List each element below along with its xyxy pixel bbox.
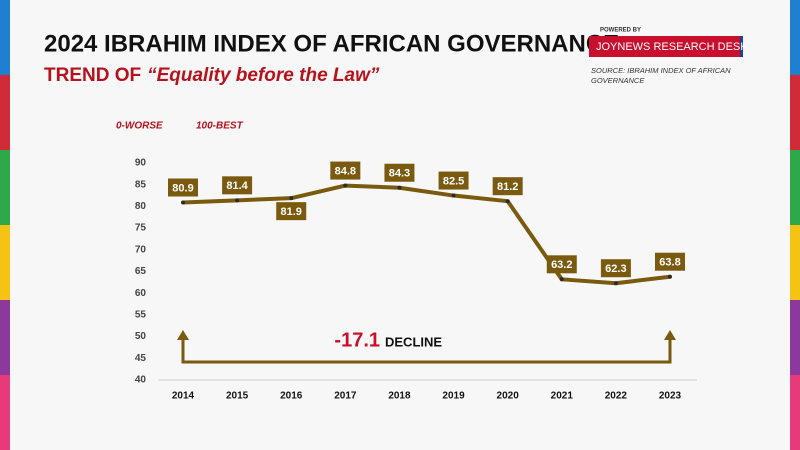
label-box [330, 161, 361, 180]
value-label: 63.2 [551, 259, 572, 271]
y-tick-label: 45 [135, 353, 147, 364]
y-tick-label: 50 [135, 331, 147, 342]
x-tick-label: 2014 [172, 391, 195, 402]
brand-box [589, 36, 740, 57]
label-box [276, 202, 307, 221]
data-point [505, 199, 510, 204]
y-tick-label: 80 [135, 201, 147, 212]
arrow-head [664, 330, 676, 340]
label-box [168, 178, 198, 197]
chart-subtitle: TREND OF “Equality before the Law” [44, 65, 380, 86]
value-label: 81.9 [281, 206, 302, 218]
value-label: 62.3 [605, 263, 626, 275]
y-tick-label: 40 [135, 375, 147, 386]
data-point [181, 200, 185, 205]
x-tick-label: 2017 [334, 391, 357, 402]
data-point [235, 198, 240, 203]
data-point [451, 193, 456, 198]
y-tick-label: 55 [135, 310, 147, 321]
x-tick-label: 2020 [497, 391, 520, 402]
data-point [559, 277, 564, 282]
data-point [343, 183, 348, 188]
data-point [289, 196, 294, 201]
label-box [600, 259, 631, 278]
decline-bracket [181, 338, 672, 364]
brand: JOYNEWS RESEARCH DESK [596, 41, 748, 53]
label-box [655, 252, 685, 271]
data-point [613, 281, 618, 286]
label-box [492, 177, 523, 196]
annotation-label: DECLINE [385, 334, 442, 349]
x-tick-label: 2021 [551, 391, 574, 402]
y-tick-label: 85 [135, 179, 147, 190]
label-box [384, 163, 415, 182]
data-line [182, 183, 671, 286]
value-label: 82.5 [443, 175, 464, 187]
source: GOVERNANCE [591, 76, 645, 85]
y-tick-label: 75 [135, 223, 147, 234]
y-tick-label: 70 [135, 244, 147, 255]
value-label: 63.8 [659, 257, 680, 269]
x-tick-label: 2022 [605, 391, 628, 402]
scale-note: 100-BEST [196, 121, 244, 132]
x-tick-label: 2016 [280, 391, 303, 402]
y-tick-label: 90 [135, 158, 147, 169]
subtitle-topic: “Equality before the Law” [147, 65, 380, 86]
value-label: 81.2 [497, 181, 518, 193]
label-box [438, 171, 469, 190]
label-box [222, 176, 253, 195]
annotation-value: -17.1 [334, 329, 380, 351]
x-tick-label: 2019 [442, 391, 465, 402]
x-tick-label: 2015 [226, 391, 249, 402]
value-label: 80.9 [172, 182, 193, 194]
powered-by: POWERED BY [600, 28, 641, 34]
data-point [668, 274, 672, 279]
value-label: 84.3 [389, 168, 410, 180]
subtitle: TREND OF [44, 65, 141, 86]
x-tick-label: 2023 [659, 391, 682, 402]
y-tick-label: 60 [135, 288, 147, 299]
brand-accent [740, 36, 743, 57]
chart-title: 2024 IBRAHIM INDEX OF AFRICAN GOVERNANCE… [44, 30, 627, 57]
y-tick-label: 65 [135, 266, 147, 277]
source: SOURCE: IBRAHIM INDEX OF AFRICAN [591, 66, 731, 75]
scale-note: 0-WORSE [116, 121, 163, 132]
label-box [546, 255, 577, 274]
x-tick-label: 2018 [388, 391, 411, 402]
arrow-head [177, 330, 189, 340]
value-label: 84.8 [335, 165, 356, 177]
value-label: 81.4 [226, 180, 248, 192]
data-point [397, 185, 402, 190]
